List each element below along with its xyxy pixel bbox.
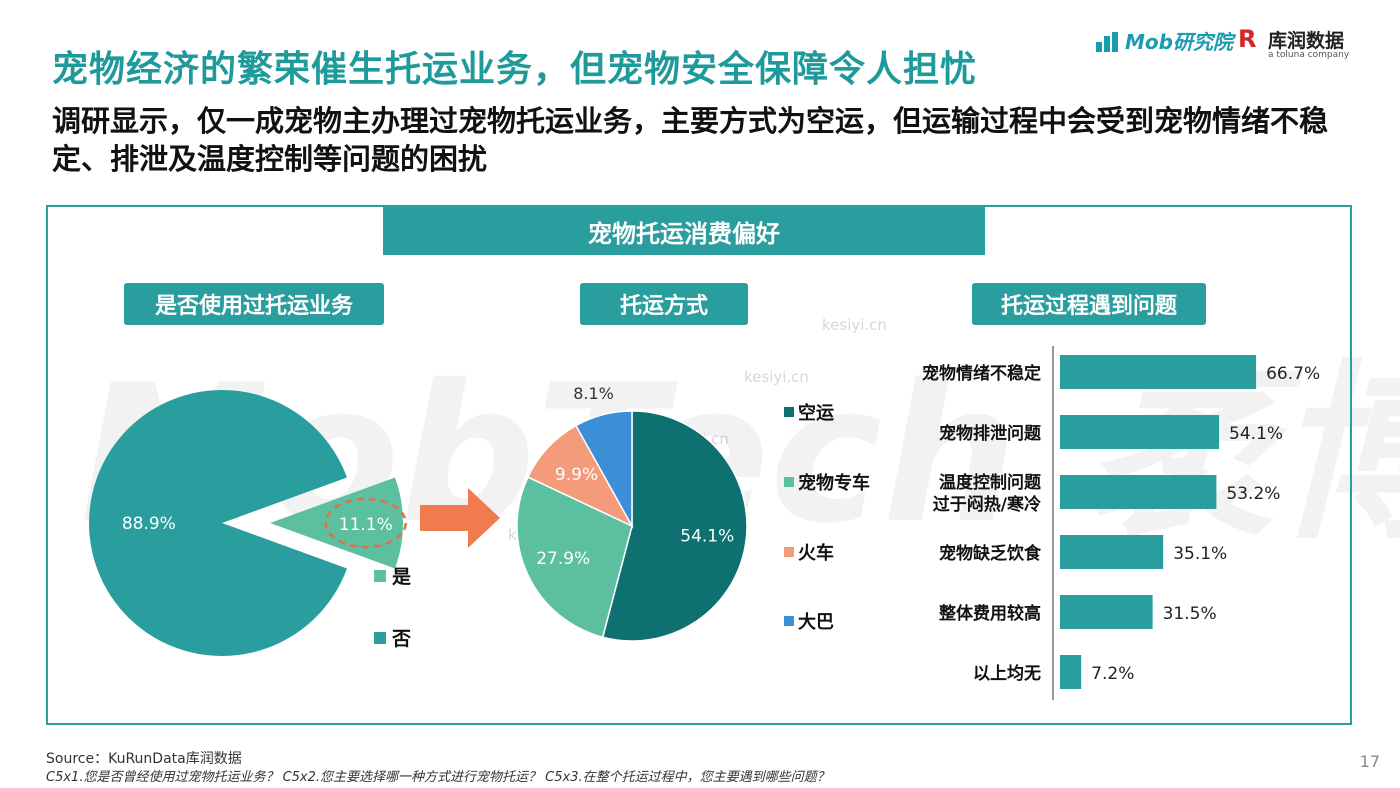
flow-arrow-icon — [420, 488, 500, 548]
legend-swatch-pet-car — [784, 477, 794, 487]
source-text: Source：KuRunData库润数据 — [46, 751, 242, 767]
watermark-small: kesiyi.cn — [822, 316, 887, 334]
pie-slice-train — [526, 424, 634, 528]
yes-highlight-ellipse — [324, 497, 408, 549]
kurun-logo-subtext: a toluna company — [1268, 50, 1350, 60]
bar-category-label-4: 整体费用较高 — [939, 603, 1041, 624]
pie-label-air: 54.1% — [680, 527, 734, 547]
bar-3 — [1060, 535, 1164, 569]
bar-category-label-1: 宠物排泄问题 — [939, 423, 1042, 444]
problems-chart-title: 托运过程遇到问题 — [972, 283, 1206, 325]
page-title: 宠物经济的繁荣催生托运业务，但宠物安全保障令人担忧 — [52, 49, 978, 90]
bar-value-label-2: 53.2% — [1226, 484, 1280, 504]
bar-value-label-5: 7.2% — [1091, 664, 1134, 684]
kurun-logo-text: 库润数据 — [1268, 30, 1345, 52]
legend-swatch-no — [374, 632, 386, 644]
bar-category-label-2-line-1: 过于闷热/寒冷 — [933, 494, 1041, 515]
bar-1 — [1060, 415, 1220, 449]
mob-logo-icon — [1096, 32, 1122, 52]
mob-logo: Mob研究院 — [1096, 26, 1233, 55]
legend-label-no: 否 — [391, 628, 411, 650]
bar-2 — [1060, 475, 1217, 509]
pie-slice-pet-car — [516, 476, 633, 639]
pie-label-pet-car: 27.9% — [536, 549, 590, 569]
bar-value-label-0: 66.7% — [1266, 364, 1320, 384]
bar-4 — [1060, 595, 1153, 629]
pie-label-train: 9.9% — [555, 465, 598, 485]
bar-5 — [1060, 655, 1082, 689]
legend-label-pet-car: 宠物专车 — [798, 472, 870, 494]
page-subtitle: 调研显示，仅一成宠物主办理过宠物托运业务，主要方式为空运，但运输过程中会受到宠物… — [52, 104, 1329, 176]
legend-swatch-train — [784, 547, 794, 557]
pie-label-bus: 8.1% — [573, 384, 614, 403]
section-banner: 宠物托运消费偏好 — [383, 207, 985, 255]
bar-0 — [1060, 355, 1257, 389]
page-number: 17 — [1359, 752, 1380, 771]
legend-label-bus: 大巴 — [798, 611, 834, 633]
legend-swatch-yes — [374, 570, 386, 582]
chart-panel — [46, 205, 1352, 725]
bar-category-label-5: 以上均无 — [973, 663, 1041, 684]
question-note: C5x1.您是否曾经使用过宠物托运业务？ C5x2.您主要选择哪一种方式进行宠物… — [46, 770, 830, 785]
bar-category-label-0: 宠物情绪不稳定 — [922, 363, 1041, 384]
legend-label-air: 空运 — [798, 402, 834, 424]
legend-swatch-bus — [784, 616, 794, 626]
pie-label-no: 88.9% — [122, 514, 176, 534]
pie-slice-bus — [574, 410, 633, 529]
bar-value-label-1: 54.1% — [1229, 424, 1283, 444]
usage-chart-title: 是否使用过托运业务 — [124, 283, 384, 325]
kurun-logo-icon: R — [1238, 25, 1257, 53]
bar-category-label-2-line-0: 温度控制问题 — [939, 472, 1042, 493]
legend-swatch-air — [784, 407, 794, 417]
pie-label-yes: 11.1% — [339, 515, 393, 535]
mob-logo-text: Mob研究院 — [1125, 30, 1233, 54]
legend-label-train: 火车 — [798, 542, 834, 564]
pie-slice-no — [88, 390, 347, 656]
bar-value-label-4: 31.5% — [1163, 604, 1217, 624]
logo-area: Mob研究院 R 库润数据 a toluna company — [1096, 22, 1366, 66]
legend-label-yes: 是 — [392, 566, 411, 588]
method-chart-title: 托运方式 — [580, 283, 748, 325]
pie-slice-air — [601, 410, 748, 642]
bar-value-label-3: 35.1% — [1173, 544, 1227, 564]
watermark-small: kesiyi.cn — [744, 368, 809, 386]
bar-category-label-3: 宠物缺乏饮食 — [939, 543, 1042, 564]
